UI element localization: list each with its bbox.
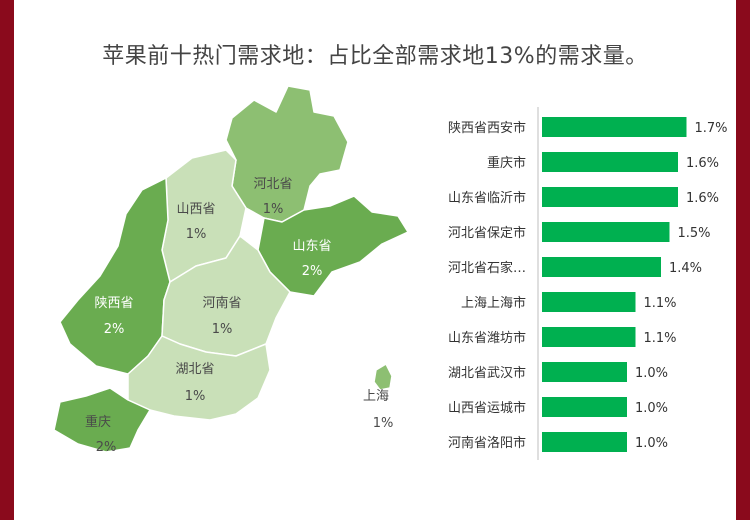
map-region-chongqing <box>53 387 151 453</box>
bar <box>542 362 627 382</box>
bar <box>542 432 627 452</box>
bar-category-label: 山西省运城市 <box>448 400 526 416</box>
infographic-panel: 苹果前十热门需求地：占比全部需求地13%的需求量。 河北省 1% 山西省 1% … <box>14 0 736 520</box>
map-label-shandong-value: 2% <box>302 264 323 279</box>
map-label-shaanxi-value: 2% <box>104 322 125 337</box>
bar <box>542 222 670 242</box>
map-label-shanghai-value: 1% <box>373 416 394 431</box>
bar-category-label: 重庆市 <box>487 155 526 171</box>
bar-category-label: 陕西省西安市 <box>448 120 526 136</box>
bar <box>542 117 687 137</box>
map-label-hubei-value: 1% <box>185 389 206 404</box>
map-region-shanghai <box>373 363 393 391</box>
map-label-shandong-name: 山东省 <box>292 239 331 254</box>
bar-category-label: 上海上海市 <box>461 295 526 311</box>
map-label-henan-name: 河南省 <box>202 295 241 311</box>
map-label-chongqing-value: 2% <box>96 440 117 455</box>
map-region-heibei <box>225 85 349 223</box>
map-label-chongqing-name: 重庆 <box>85 414 111 430</box>
bar-category-label: 河北省保定市 <box>448 225 526 241</box>
bar-value-label: 1.0% <box>635 366 668 381</box>
map-region-hubei <box>127 335 271 421</box>
map-region-shaanxi <box>59 177 171 375</box>
bar-value-label: 1.4% <box>669 261 702 276</box>
map-label-henan-value: 1% <box>212 322 233 337</box>
bar <box>542 257 661 277</box>
bar-value-label: 1.7% <box>695 121 728 136</box>
map-label-shaanxi-name: 陕西省 <box>94 296 133 311</box>
map-label-hubei-name: 湖北省 <box>175 362 214 377</box>
bar-category-label: 河北省石家… <box>448 260 526 276</box>
bar-category-label: 山东省临沂市 <box>448 190 526 206</box>
bar-value-label: 1.1% <box>644 331 677 346</box>
map-label-heibei-name: 河北省 <box>253 177 292 192</box>
bar <box>542 327 636 347</box>
bar-value-label: 1.6% <box>686 156 719 171</box>
map-label-shanxi-name: 山西省 <box>176 202 215 217</box>
bar-value-label: 1.1% <box>644 296 677 311</box>
demand-bar-chart: 陕西省西安市 1.7% 重庆市 1.6% 山东省临沂市 1.6% 河北省保定市 1.5% 河北省… <box>448 107 728 460</box>
map-label-shanghai-name: 上海 <box>363 389 389 404</box>
bar <box>542 187 678 207</box>
bar-category-label: 山东省潍坊市 <box>448 330 526 346</box>
bar-category-label: 河南省洛阳市 <box>448 435 526 451</box>
map-label-shanxi-value: 1% <box>186 227 207 242</box>
bar-value-label: 1.5% <box>678 226 711 241</box>
bar-category-label: 湖北省武汉市 <box>448 365 526 381</box>
map-label-heibei-value: 1% <box>263 202 284 217</box>
bar-value-label: 1.0% <box>635 436 668 451</box>
page-title: 苹果前十热门需求地：占比全部需求地13%的需求量。 <box>102 44 648 69</box>
region-map: 河北省 1% 山西省 1% 山东省 2% 陕西省 2% 河南省 1% 湖北省 1… <box>53 85 409 455</box>
bar <box>542 292 636 312</box>
bar <box>542 152 678 172</box>
bar-value-label: 1.0% <box>635 401 668 416</box>
bar-value-label: 1.6% <box>686 191 719 206</box>
bar <box>542 397 627 417</box>
